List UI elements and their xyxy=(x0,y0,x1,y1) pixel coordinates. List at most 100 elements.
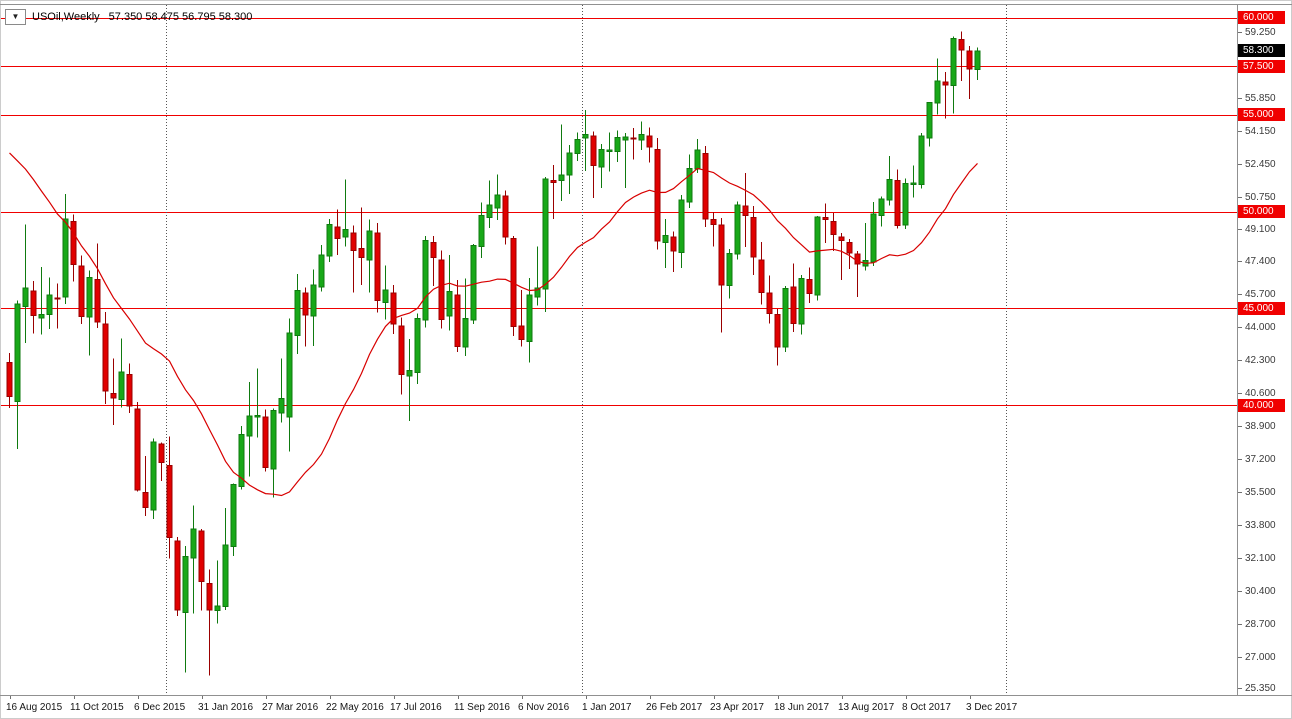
candle-body xyxy=(86,277,93,318)
price-tick: 59.250 xyxy=(1238,27,1292,38)
time-tick xyxy=(458,696,459,699)
candle-body xyxy=(150,441,157,511)
price-axis[interactable]: 59.250 55.850 54.150 52.450 50.750 49.100 47.4… xyxy=(1238,5,1292,695)
time-tick xyxy=(522,696,523,699)
candle-body xyxy=(590,135,597,167)
candle-body xyxy=(222,544,229,608)
candle-body xyxy=(630,137,637,140)
candle-body xyxy=(678,199,685,253)
time-tick-label: 27 Mar 2016 xyxy=(262,702,319,713)
candle-body xyxy=(958,38,965,51)
time-tick-label: 17 Jul 2016 xyxy=(390,702,442,713)
moving-average-line[interactable] xyxy=(9,152,978,497)
candle-body xyxy=(334,226,341,239)
candle-body xyxy=(302,292,309,316)
price-tick: 35.500 xyxy=(1238,487,1292,498)
candle-body xyxy=(662,234,669,244)
candle-body xyxy=(806,278,813,294)
time-tick xyxy=(842,696,843,699)
candle-body xyxy=(622,136,629,141)
candle-body xyxy=(710,218,717,226)
time-axis[interactable]: 16 Aug 2015 11 Oct 2015 6 Dec 2015 31 Jan 2… xyxy=(1,696,1237,719)
candle-body xyxy=(342,229,349,238)
price-tick: 42.300 xyxy=(1238,355,1292,366)
candle-body xyxy=(758,259,765,293)
candle-body xyxy=(910,182,917,186)
candle-body xyxy=(598,148,605,168)
price-tick: 33.800 xyxy=(1238,520,1292,531)
candle-body xyxy=(470,245,477,321)
time-tick xyxy=(778,696,779,699)
symbol-period-label: USOil,Weekly xyxy=(32,11,100,23)
price-tick: 40.600 xyxy=(1238,388,1292,399)
candle-body xyxy=(238,433,245,488)
candle-body xyxy=(790,286,797,324)
candle-body xyxy=(38,314,45,319)
candle-body xyxy=(526,294,533,342)
candle-body xyxy=(694,149,701,170)
candle-body xyxy=(918,135,925,186)
candle-body xyxy=(126,373,133,407)
candle-body xyxy=(446,290,453,317)
candle-body xyxy=(606,149,613,153)
time-tick xyxy=(906,696,907,699)
candle-body xyxy=(734,204,741,255)
level-price-tag: 50.000 xyxy=(1238,205,1285,219)
price-chart[interactable] xyxy=(1,5,1237,695)
candle-body xyxy=(950,37,957,87)
time-tick-label: 13 Aug 2017 xyxy=(838,702,895,713)
one-click-trading-button[interactable]: ▼ xyxy=(5,9,26,25)
candle-body xyxy=(886,178,893,201)
level-price-tag: 45.000 xyxy=(1238,301,1285,315)
candle-body xyxy=(94,278,101,323)
current-price-tag: 58.300 xyxy=(1238,44,1285,58)
candle-body xyxy=(374,232,381,301)
candle-body xyxy=(582,133,589,139)
candle-body xyxy=(286,332,293,418)
time-tick xyxy=(266,696,267,699)
candle-body xyxy=(270,410,277,470)
time-tick-label: 3 Dec 2017 xyxy=(966,702,1018,713)
time-tick xyxy=(330,696,331,699)
candles xyxy=(6,31,981,676)
price-tick: 49.100 xyxy=(1238,224,1292,235)
level-price-tag: 60.000 xyxy=(1238,11,1285,25)
candle-body xyxy=(670,236,677,252)
candle-body xyxy=(854,253,861,265)
candle-body xyxy=(158,443,165,464)
candle-body xyxy=(726,253,733,286)
time-tick-label: 6 Nov 2016 xyxy=(518,702,570,713)
candle-body xyxy=(934,80,941,104)
candle-body xyxy=(518,325,525,340)
candle-body xyxy=(22,287,29,308)
price-tick: 30.400 xyxy=(1238,586,1292,597)
time-tick-label: 26 Feb 2017 xyxy=(646,702,703,713)
candle-body xyxy=(966,50,973,70)
candle-body xyxy=(118,371,125,401)
candle-body xyxy=(14,303,21,402)
candle-body xyxy=(654,149,661,242)
time-tick-label: 31 Jan 2016 xyxy=(198,702,254,713)
candle-body xyxy=(614,137,621,153)
candle-body xyxy=(830,220,837,236)
candle-body xyxy=(182,556,189,613)
candle-body xyxy=(254,415,261,418)
candle-body xyxy=(294,290,301,337)
candle-body xyxy=(542,178,549,290)
candle-body xyxy=(750,216,757,258)
candle-body xyxy=(62,218,69,298)
candle-body xyxy=(166,464,173,539)
candle-body xyxy=(766,292,773,314)
candle-body xyxy=(422,239,429,321)
price-tick: 32.100 xyxy=(1238,553,1292,564)
candle-body xyxy=(462,318,469,348)
candle-body xyxy=(30,290,37,317)
time-tick-label: 11 Oct 2015 xyxy=(70,702,124,713)
candle-body xyxy=(262,416,269,468)
candle-body xyxy=(214,605,221,612)
candle-body xyxy=(438,259,445,320)
candle-body xyxy=(646,135,653,148)
price-tick: 38.900 xyxy=(1238,421,1292,432)
time-tick xyxy=(714,696,715,699)
candle-body xyxy=(782,287,789,348)
